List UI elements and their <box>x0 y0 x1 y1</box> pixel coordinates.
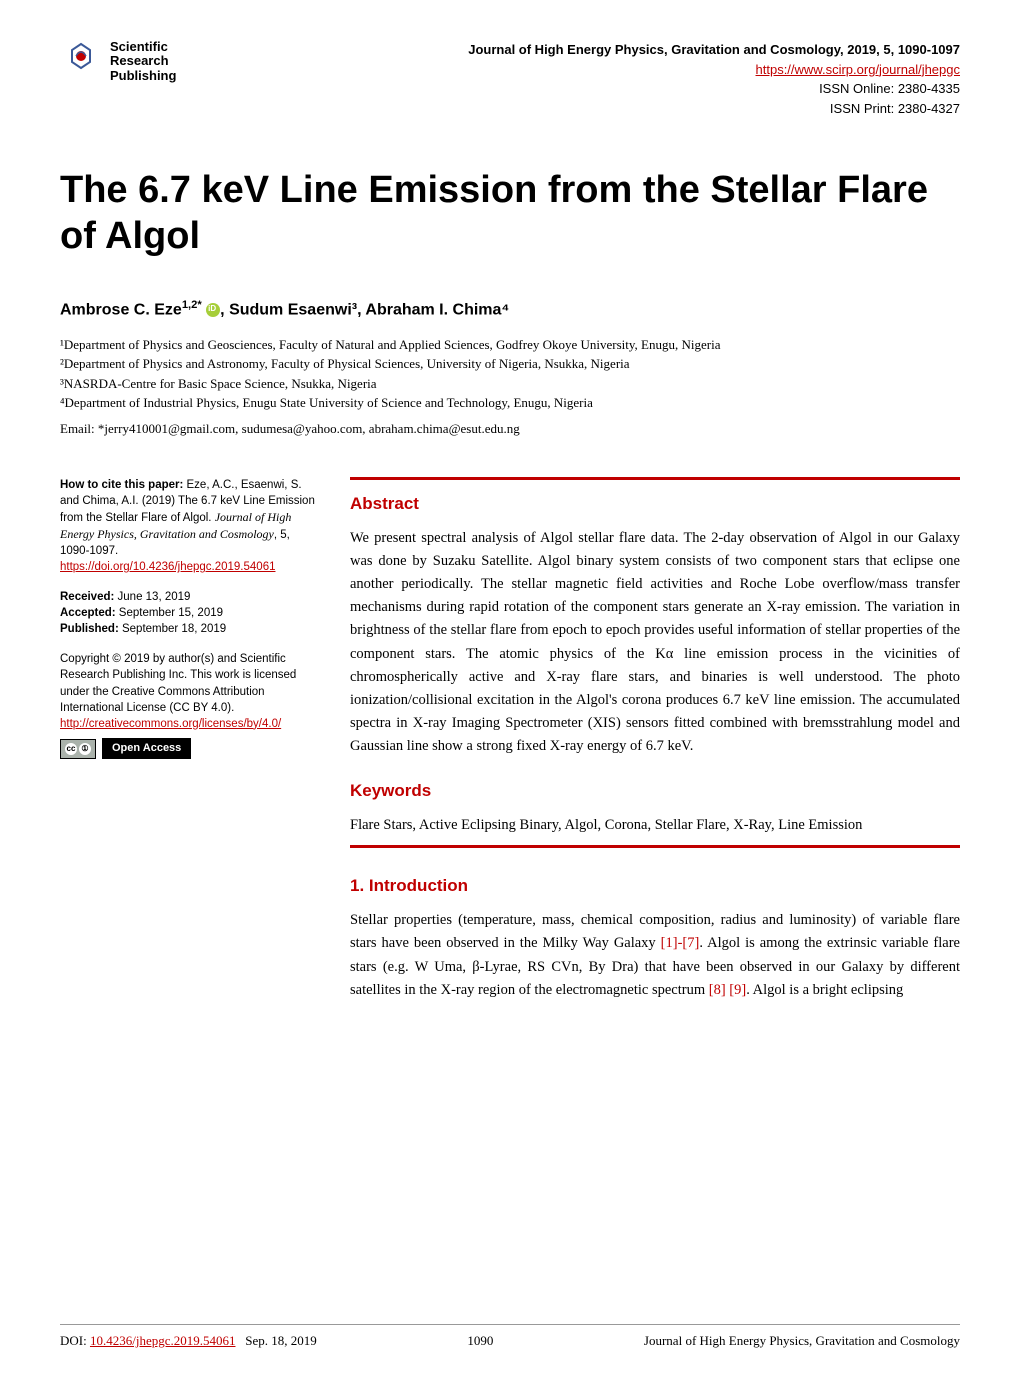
two-column-region: How to cite this paper: Eze, A.C., Esaen… <box>0 477 1020 1002</box>
divider-top <box>350 477 960 480</box>
journal-url-link[interactable]: https://www.scirp.org/journal/jhepgc <box>756 62 960 77</box>
intro-heading: 1. Introduction <box>350 872 960 899</box>
intro-text-c: . Algol is a bright eclipsing <box>746 982 903 998</box>
orcid-icon[interactable] <box>206 303 220 317</box>
footer-doi-link[interactable]: 10.4236/jhepgc.2019.54061 <box>90 1333 236 1348</box>
open-access-badge: Open Access <box>102 738 191 759</box>
footer-page-number: 1090 <box>467 1333 493 1349</box>
dates-block: Received: June 13, 2019 Accepted: Septem… <box>60 589 320 637</box>
copyright-text: Copyright © 2019 by author(s) and Scient… <box>60 651 320 715</box>
cc-by-badge-icon: cc① <box>60 739 96 759</box>
issn-online: ISSN Online: 2380-4335 <box>468 79 960 99</box>
cite-head: How to cite this paper: <box>60 479 187 491</box>
published-date: September 18, 2019 <box>122 623 226 635</box>
received-date: June 13, 2019 <box>118 591 191 603</box>
footer-journal: Journal of High Energy Physics, Gravitat… <box>644 1333 960 1349</box>
journal-name-line: Journal of High Energy Physics, Gravitat… <box>468 40 960 60</box>
srp-logo-icon <box>60 40 102 82</box>
abstract-body: We present spectral analysis of Algol st… <box>350 527 960 759</box>
publisher-logo: Scientific Research Publishing <box>60 40 176 83</box>
author-1-sup: 1,2* <box>182 299 202 311</box>
keywords-body: Flare Stars, Active Eclipsing Binary, Al… <box>350 814 960 837</box>
page-header: Scientific Research Publishing Journal o… <box>0 0 1020 138</box>
logo-text-3: Publishing <box>110 69 176 83</box>
footer-doi-label: DOI: <box>60 1333 90 1348</box>
affiliation-3: ³NASRDA-Centre for Basic Space Science, … <box>60 374 960 394</box>
cite-block: How to cite this paper: Eze, A.C., Esaen… <box>60 477 320 559</box>
accepted-date: September 15, 2019 <box>119 607 223 619</box>
doi-link[interactable]: https://doi.org/10.4236/jhepgc.2019.5406… <box>60 561 275 573</box>
main-column: Abstract We present spectral analysis of… <box>350 477 960 1002</box>
affiliation-1: ¹Department of Physics and Geosciences, … <box>60 335 960 355</box>
accepted-label: Accepted: <box>60 607 119 619</box>
divider-keywords <box>350 845 960 848</box>
cc-license-link[interactable]: http://creativecommons.org/licenses/by/4… <box>60 718 281 730</box>
ref-link-1-7[interactable]: [1]-[7] <box>661 935 700 951</box>
author-1: Ambrose C. Eze <box>60 302 182 319</box>
received-label: Received: <box>60 591 118 603</box>
logo-text-1: Scientific <box>110 40 176 54</box>
logo-text-2: Research <box>110 54 176 68</box>
abstract-heading: Abstract <box>350 490 960 517</box>
cc-badge-row: cc① Open Access <box>60 738 320 759</box>
published-label: Published: <box>60 623 122 635</box>
journal-info-block: Journal of High Energy Physics, Gravitat… <box>468 40 960 118</box>
authors-rest: , Sudum Esaenwi³, Abraham I. Chima⁴ <box>220 302 509 319</box>
issn-print: ISSN Print: 2380-4327 <box>468 99 960 119</box>
page-footer: DOI: 10.4236/jhepgc.2019.54061 Sep. 18, … <box>60 1324 960 1349</box>
ref-link-8-9[interactable]: [8] [9] <box>709 982 746 998</box>
sidebar: How to cite this paper: Eze, A.C., Esaen… <box>60 477 320 1002</box>
intro-paragraph: Stellar properties (temperature, mass, c… <box>350 909 960 1002</box>
affiliations-block: ¹Department of Physics and Geosciences, … <box>0 335 1020 421</box>
authors-line: Ambrose C. Eze1,2* , Sudum Esaenwi³, Abr… <box>0 279 1020 334</box>
keywords-heading: Keywords <box>350 777 960 804</box>
affiliation-2: ²Department of Physics and Astronomy, Fa… <box>60 354 960 374</box>
footer-date: Sep. 18, 2019 <box>245 1333 317 1348</box>
email-line: Email: *jerry410001@gmail.com, sudumesa@… <box>0 421 1020 462</box>
affiliation-4: ⁴Department of Industrial Physics, Enugu… <box>60 393 960 413</box>
paper-title: The 6.7 keV Line Emission from the Stell… <box>0 138 1020 279</box>
footer-left: DOI: 10.4236/jhepgc.2019.54061 Sep. 18, … <box>60 1333 317 1349</box>
